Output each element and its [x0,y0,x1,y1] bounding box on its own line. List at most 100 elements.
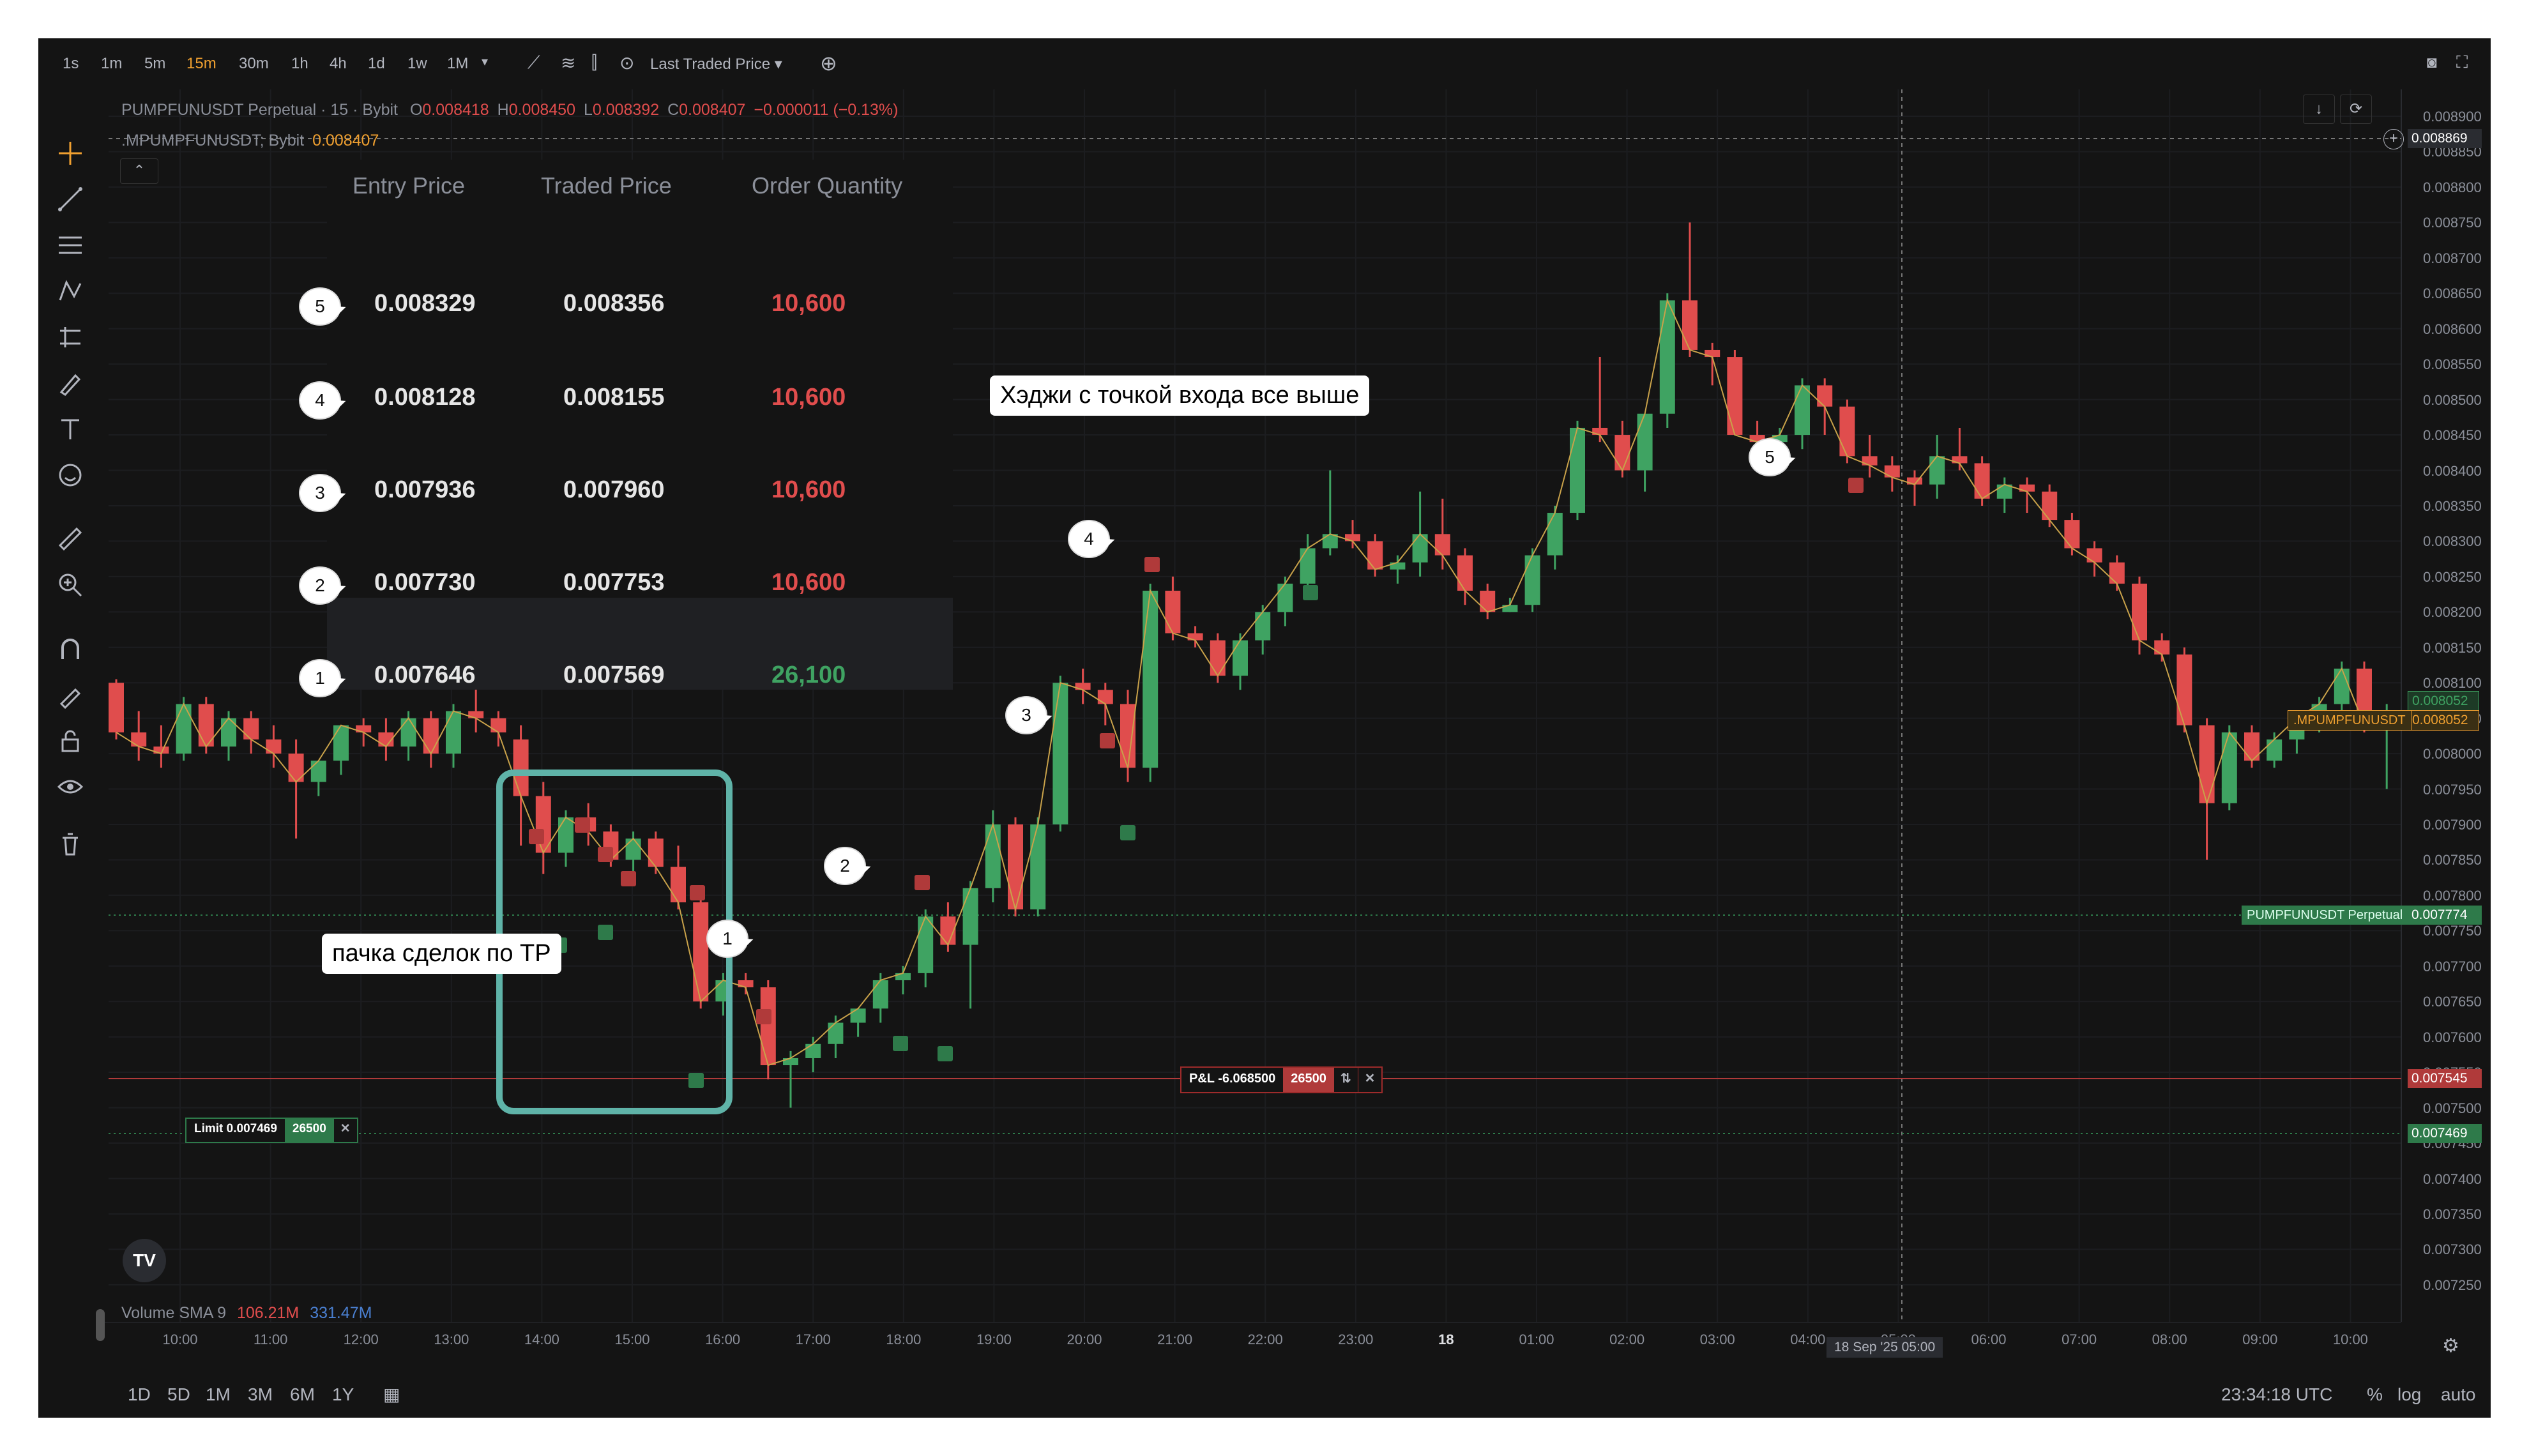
fib-icon[interactable] [56,231,84,259]
candle-body [446,711,461,754]
tp-batch-annotation[interactable]: пачка сделок по ТР [322,934,561,974]
marker-4[interactable]: 4 [1069,521,1109,557]
chart-settings-icon[interactable]: ⚙ [2442,1335,2459,1356]
text-icon[interactable] [56,415,84,443]
add-alert-icon[interactable]: + [2383,129,2404,149]
time-tick: 22:00 [1247,1331,1283,1347]
ohlc-c-label: C [667,101,680,119]
fullscreen-icon[interactable]: ⛶ [2456,52,2468,72]
add-icon[interactable]: ⊕ [820,52,837,75]
interval-15m[interactable]: 15m [186,55,216,72]
emoji-icon[interactable] [56,461,84,489]
price-tick: 0.008900 [2423,109,2482,125]
brush-icon[interactable] [56,369,84,397]
price-type-select[interactable]: Last Traded Price ▾ [650,56,782,73]
pnl-label: P&L -6.068500 [1181,1068,1284,1092]
price-tick: 0.008200 [2423,604,2482,621]
ruler-icon[interactable] [56,525,84,553]
marker-2[interactable]: 2 [825,848,865,884]
utc-clock[interactable]: 23:34:18 UTC [2221,1384,2333,1404]
range-1Y[interactable]: 1Y [332,1384,354,1404]
interval-4h[interactable]: 4h [330,55,347,72]
buy-execution-flag [598,925,613,940]
order-row-traded: 0.007753 [563,569,665,596]
candle-body [310,761,326,782]
candle-body [1817,385,1833,407]
marker-3[interactable]: 3 [1006,697,1046,733]
auto-toggle[interactable]: auto [2441,1384,2476,1404]
candle-body [1075,683,1091,690]
interval-1M[interactable]: 1M [447,55,469,72]
price-tick: 0.008800 [2423,179,2482,195]
close-position-icon[interactable]: ✕ [1357,1068,1382,1092]
interval-1w[interactable]: 1w [407,55,427,72]
pattern-icon[interactable] [56,277,84,305]
interval-1s[interactable]: 1s [63,55,79,72]
candle-body [2199,725,2215,803]
candle-body [1884,465,1900,478]
pane-resize-handle[interactable] [96,1309,105,1341]
reverse-icon[interactable]: ⇅ [1333,1068,1358,1092]
cancel-limit-icon[interactable]: ✕ [333,1119,357,1142]
order-row-traded: 0.008155 [563,384,665,411]
candle-body [1862,456,1878,466]
trash-icon[interactable] [56,830,84,858]
candle-body [1300,548,1316,584]
marker-1[interactable]: 1 [708,921,747,957]
marker-5[interactable]: 5 [1750,439,1789,475]
forecast-icon[interactable] [56,323,84,351]
time-tick: 15:00 [614,1331,650,1347]
interval-5m[interactable]: 5m [144,55,166,72]
price-source-icon[interactable]: ⊙ [619,53,635,73]
price-tick: 0.008300 [2423,533,2482,550]
order-row-entry: 0.008329 [374,290,476,317]
interval-30m[interactable]: 30m [239,55,269,72]
interval-1m[interactable]: 1m [101,55,123,72]
volume-legend: Volume SMA 9 106.21M 331.47M [121,1304,372,1323]
limit-order-tag[interactable]: Limit 0.007469 26500 ✕ [185,1118,358,1143]
ohlc-c: 0.008407 [679,101,746,119]
scroll-to-latest-button[interactable]: ↓ [2303,95,2335,124]
compare-icon[interactable]: ≋ [561,53,576,73]
date-range-icon[interactable]: ▦ [383,1384,400,1404]
range-1M[interactable]: 1M [206,1384,231,1404]
log-toggle[interactable]: log [2397,1384,2422,1404]
time-tick: 10:00 [2332,1331,2368,1347]
camera-icon[interactable]: ◙ [2427,52,2437,72]
index-symbol-tag: .MPUMPFUNUSDT [2288,710,2411,731]
price-tick: 0.008000 [2423,746,2482,762]
range-1D[interactable]: 1D [128,1384,151,1404]
index-price-label-2: 0.008052 [2408,710,2479,731]
pnl-position-tag[interactable]: P&L -6.068500 26500 ⇅ ✕ [1180,1066,1383,1093]
candle-body [738,980,754,988]
candle-body [176,704,192,754]
time-axis[interactable]: 10:00 11:00 12:00 13:00 14:00 15:00 16:00 17:00… [102,1322,2401,1361]
crosshair-icon[interactable] [56,139,84,167]
zoom-icon[interactable] [56,571,84,599]
range-6M[interactable]: 6M [290,1384,315,1404]
range-5D[interactable]: 5D [167,1384,190,1404]
trendline-icon[interactable] [56,185,84,213]
range-3M[interactable]: 3M [248,1384,273,1404]
candle-body [1120,704,1135,768]
candle-body [513,739,529,796]
candle-body [1008,824,1023,910]
interval-dropdown-icon[interactable]: ▾ [482,55,489,69]
candle-body [1547,513,1563,556]
lock-drawing-icon[interactable] [56,681,84,709]
interval-1d[interactable]: 1d [368,55,385,72]
lock-icon[interactable] [56,727,84,755]
eye-icon[interactable] [56,773,84,801]
indicators-icon[interactable]: ⟋ [528,52,540,72]
candle-body [850,1008,866,1023]
price-tick: 0.008250 [2423,568,2482,585]
collapse-legend-button[interactable]: ⌃ [120,158,158,184]
magnet-icon[interactable] [56,635,84,663]
sell-execution-flag [1100,733,1115,748]
reset-chart-button[interactable]: ⟳ [2340,95,2372,124]
interval-1h[interactable]: 1h [291,55,308,72]
percent-toggle[interactable]: % [2367,1384,2383,1404]
hedges-annotation[interactable]: Хэджи с точкой входа все выше [990,375,1370,416]
candle-body [1480,591,1496,612]
candle-type-icon[interactable]: ⫿ [591,52,597,72]
